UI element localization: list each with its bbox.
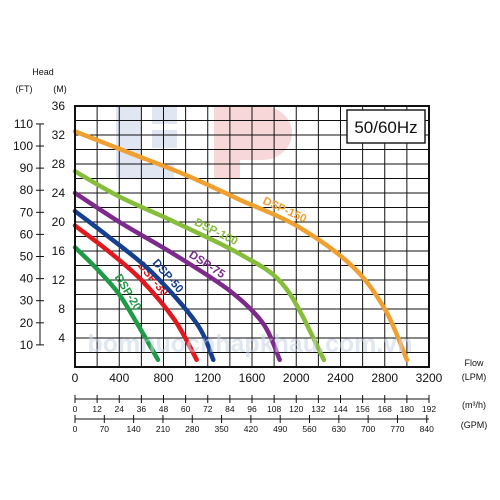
y-tick-label-m: 24	[52, 186, 66, 200]
y-tick-label-ft: 80	[20, 183, 34, 197]
x-axis-gpm-tick-label: 560	[302, 424, 316, 434]
x-axis-m3h-tick-label: 168	[378, 404, 392, 414]
x-axis-gpm-tick-label: 770	[390, 424, 404, 434]
y-tick-label-m: 32	[52, 128, 66, 142]
x-unit-lpm: (LPM)	[462, 372, 487, 382]
y-unit-ft: (FT)	[16, 84, 33, 94]
x-axis-m3h-tick-label: 120	[289, 404, 303, 414]
y-axis-feet: 10 20 30 40 50 60 70 80 90 100 110	[13, 117, 44, 352]
x-axis-m3h-tick-label: 96	[247, 404, 257, 414]
x-axis-m3h-tick-label: 36	[137, 404, 147, 414]
y-tick-label-ft: 100	[13, 139, 33, 153]
y-tick-label-ft: 50	[20, 250, 34, 264]
x-axis-m3h-tick-label: 156	[356, 404, 370, 414]
x-axis-m3h-tick-label: 12	[92, 404, 102, 414]
x-axis-m3h: 0 12 24 36 48 60 72 84 96 108 120 132 144 156 168 180 19…	[73, 395, 436, 414]
series-line-dsp-30	[72, 223, 199, 363]
plot-frame	[74, 105, 430, 368]
x-axis-gpm-tick-label: 630	[332, 424, 346, 434]
x-axis-gpm-tick-label: 840	[420, 424, 434, 434]
y-tick-label-ft: 110	[14, 117, 33, 131]
y-tick-label-m: 8	[58, 302, 65, 316]
series-line-dsp-100	[72, 169, 327, 363]
x-axis-m3h-tick-label: 24	[115, 404, 125, 414]
x-axis-m3h-tick-label: 192	[422, 404, 436, 414]
x-axis-m3h-tick-label: 180	[400, 404, 414, 414]
x-axis-gpm: 0 70 140 210 280 350 420 490 560 630 700 770 840	[73, 415, 434, 434]
frequency-box	[346, 109, 426, 144]
y-unit-m: (M)	[53, 84, 67, 94]
y-tick-label-ft: 70	[20, 205, 34, 219]
frequency-label: 50/60Hz	[354, 118, 417, 137]
y-tick-label-m: 4	[58, 331, 65, 345]
x-unit-m3h: (m³/h)	[462, 400, 486, 410]
y-tick-label-ft: 30	[20, 294, 34, 308]
y-tick-label-ft: 10	[20, 338, 34, 352]
x-axis-gpm-tick-label: 490	[273, 424, 287, 434]
y-tick-label-m: 16	[52, 244, 66, 258]
y-tick-label-m: 20	[52, 215, 66, 229]
plot-grid	[75, 106, 429, 367]
x-unit-gpm: (GPM)	[461, 420, 488, 430]
y-tick-label-ft: 90	[20, 161, 34, 175]
y-axis-meters: 4 8 12 16 20 24 28 32 36	[39, 99, 66, 345]
x-tick-label-lpm: 1600	[239, 371, 266, 385]
x-axis-gpm-tick-label: 280	[185, 424, 199, 434]
x-axis-m3h-tick-label: 108	[267, 404, 281, 414]
y-tick-label-m: 12	[52, 273, 66, 287]
y-axis-title: Head	[32, 67, 54, 77]
x-axis-m3h-tick-label: 72	[203, 404, 213, 414]
watermark-logo	[116, 106, 292, 178]
x-axis-m3h-tick-label: 48	[159, 404, 169, 414]
x-axis-title: Flow	[464, 358, 484, 368]
x-tick-label-lpm: 3200	[416, 371, 443, 385]
x-axis-lpm: 0 400 800 1200 1600 2000 2400 2800 3200	[72, 371, 443, 385]
x-tick-label-lpm: 1200	[194, 371, 221, 385]
x-axis-gpm-tick-label: 0	[73, 424, 78, 434]
x-axis-gpm-tick-label: 420	[244, 424, 258, 434]
x-axis-gpm-tick-label: 70	[100, 424, 110, 434]
x-axis-gpm-tick-label: 140	[127, 424, 141, 434]
x-tick-label-lpm: 800	[153, 371, 173, 385]
y-tick-label-m: 28	[52, 157, 66, 171]
x-axis-m3h-tick-label: 84	[225, 404, 235, 414]
x-tick-label-lpm: 2400	[327, 371, 354, 385]
x-axis-m3h-tick-label: 0	[73, 404, 78, 414]
y-tick-label-ft: 20	[20, 316, 34, 330]
series-line-dsp-50	[72, 208, 216, 363]
x-axis-gpm-tick-label: 350	[214, 424, 228, 434]
website-watermark: bomnuocnhapkhau.com.vn	[87, 330, 412, 358]
x-axis-gpm-tick-label: 700	[361, 424, 375, 434]
x-tick-label-lpm: 400	[109, 371, 129, 385]
x-tick-label-lpm: 2000	[283, 371, 310, 385]
x-axis-gpm-tick-label: 210	[156, 424, 170, 434]
x-axis-m3h-tick-label: 60	[181, 404, 191, 414]
series-line-dsp-75	[72, 190, 282, 363]
x-axis-m3h-tick-label: 132	[311, 404, 325, 414]
x-tick-label-lpm: 0	[72, 371, 79, 385]
y-tick-label-ft: 40	[20, 272, 34, 286]
y-tick-label-ft: 60	[20, 227, 34, 241]
x-axis-m3h-tick-label: 144	[333, 404, 347, 414]
series-line-dsp-20	[72, 245, 161, 363]
y-tick-label-m: 36	[52, 99, 66, 113]
series-line-dsp-150	[72, 129, 410, 363]
x-tick-label-lpm: 2800	[371, 371, 398, 385]
